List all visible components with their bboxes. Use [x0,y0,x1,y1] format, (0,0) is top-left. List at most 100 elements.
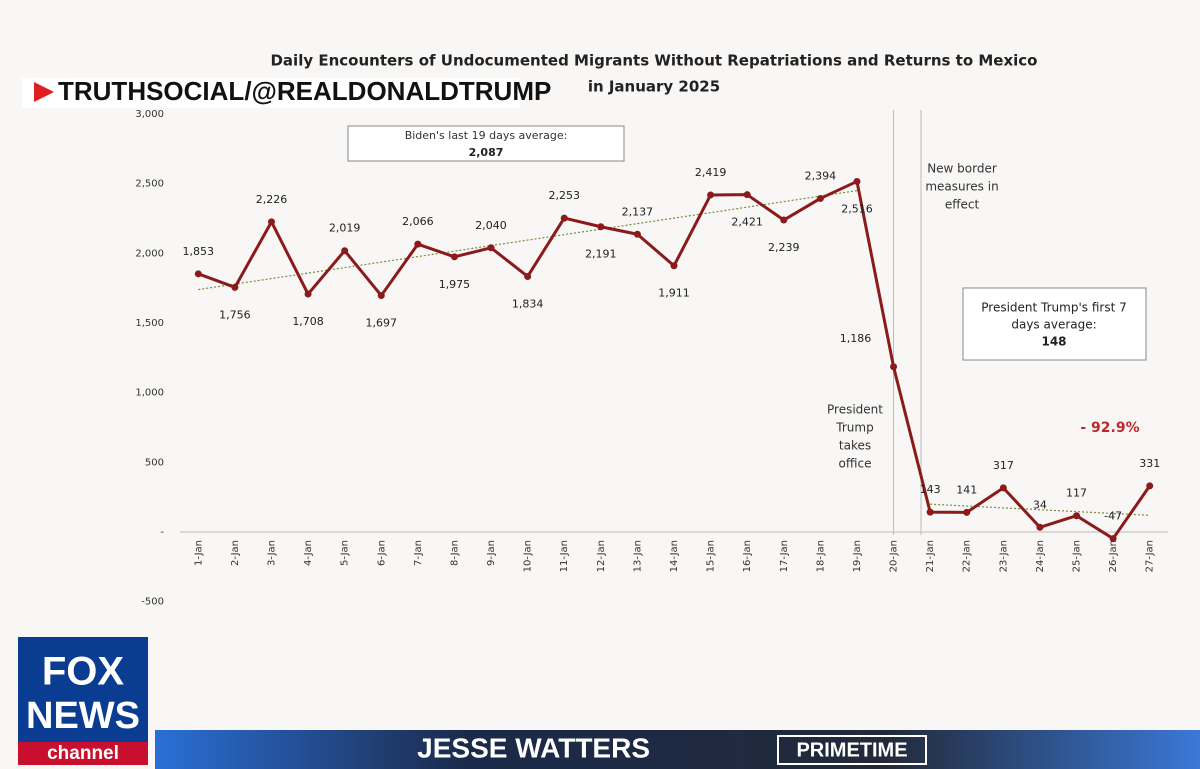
data-label: 34 [1033,498,1047,511]
x-tick-label: 21-Jan [925,540,936,572]
biden-note: Biden's last 19 days average: [405,129,568,142]
y-tick-label: 2,000 [135,248,164,259]
data-point [853,177,861,185]
x-tick-label: 27-Jan [1145,540,1156,572]
data-label: 2,137 [622,205,654,218]
x-tick-label: 2-Jan [230,540,241,566]
data-label: 141 [956,483,977,496]
x-tick-label: 20-Jan [889,540,900,572]
data-label: 1,911 [658,287,690,300]
office-note: President [827,403,883,417]
data-point [450,253,458,261]
x-tick-label: 7-Jan [413,540,424,566]
data-point [1146,482,1154,490]
data-label: 2,516 [841,202,873,215]
data-label: 1,186 [840,332,872,345]
trump-note: days average: [1011,318,1096,332]
data-point [487,244,495,252]
data-label: 1,697 [366,317,398,330]
data-point [999,484,1007,492]
border-note: measures in [925,180,998,194]
data-point [1109,535,1117,543]
data-point [597,223,605,231]
show-tag-box [777,735,927,765]
source-arrow [34,82,54,102]
trump-box [962,287,1147,361]
data-label: -47 [1104,510,1122,523]
data-label: 2,066 [402,215,434,228]
x-tick-label: 22-Jan [962,540,973,572]
office-note: Trump [835,421,873,435]
x-tick-label: 18-Jan [815,540,826,572]
data-label: 2,253 [548,189,580,202]
trump-avg: 148 [1041,335,1066,349]
chart-title: in January 2025 [588,78,720,96]
data-label: 2,191 [585,248,617,261]
data-point [633,230,641,238]
x-tick-label: 24-Jan [1035,540,1046,572]
data-point [560,214,568,222]
data-point [231,283,239,291]
data-point [780,216,788,224]
show-tag: PRIMETIME [796,739,907,761]
data-point [816,194,824,202]
trend-line [198,190,858,291]
biden-box [347,125,625,162]
logo-fox: FOX [42,650,125,694]
data-point [267,218,275,226]
border-note: New border [927,162,997,176]
x-tick-label: 26-Jan [1108,540,1119,572]
banner [155,730,1200,769]
logo-news: NEWS [26,695,140,737]
data-point [194,270,202,278]
data-label: 2,239 [768,241,800,254]
data-point [963,508,971,516]
y-tick-label: -500 [141,597,164,608]
x-tick-label: 11-Jan [559,540,570,572]
data-label: 2,421 [731,216,763,229]
data-point [670,262,678,270]
data-label: 2,419 [695,166,727,179]
x-tick-label: 4-Jan [303,540,314,566]
data-label: 1,975 [439,278,471,291]
data-label: 1,708 [292,315,324,328]
x-tick-label: 13-Jan [632,540,643,572]
x-tick-label: 9-Jan [486,540,497,566]
data-label: 1,834 [512,297,544,310]
data-point [890,363,898,371]
data-point [341,247,349,255]
y-tick-label: 1,000 [135,388,164,399]
data-label: 1,853 [183,245,215,258]
data-point [1073,512,1081,520]
data-point [743,191,751,199]
data-point [377,292,385,300]
x-tick-label: 6-Jan [376,540,387,566]
data-label: 1,756 [219,308,251,321]
trump-note: President Trump's first 7 [981,301,1126,315]
data-label: 331 [1139,457,1160,470]
x-tick-label: 16-Jan [742,540,753,572]
trend-line [930,503,1150,516]
y-tick-label: 3,000 [135,109,164,120]
data-label: 2,394 [805,169,837,182]
y-tick-label: - [160,527,164,538]
data-point [1036,523,1044,531]
source: TRUTHSOCIAL/@REALDONALDTRUMP [58,76,551,106]
x-tick-label: 5-Jan [340,540,351,566]
x-tick-label: 15-Jan [706,540,717,572]
data-label: 2,019 [329,222,361,235]
source-bg [22,78,520,108]
x-tick-label: 10-Jan [523,540,534,572]
change-note: - 92.9% [1080,420,1139,436]
chart-title: Daily Encounters of Undocumented Migrant… [270,52,1037,70]
x-tick-label: 1-Jan [193,540,204,566]
fox-logo: FOX NEWS channel [18,637,148,765]
logo-red [18,742,148,765]
x-tick-label: 3-Jan [266,540,277,566]
biden-avg: 2,087 [469,146,504,159]
x-tick-label: 17-Jan [779,540,790,572]
data-label: 117 [1066,487,1087,500]
x-tick-label: 23-Jan [998,540,1009,572]
data-point [414,240,422,248]
